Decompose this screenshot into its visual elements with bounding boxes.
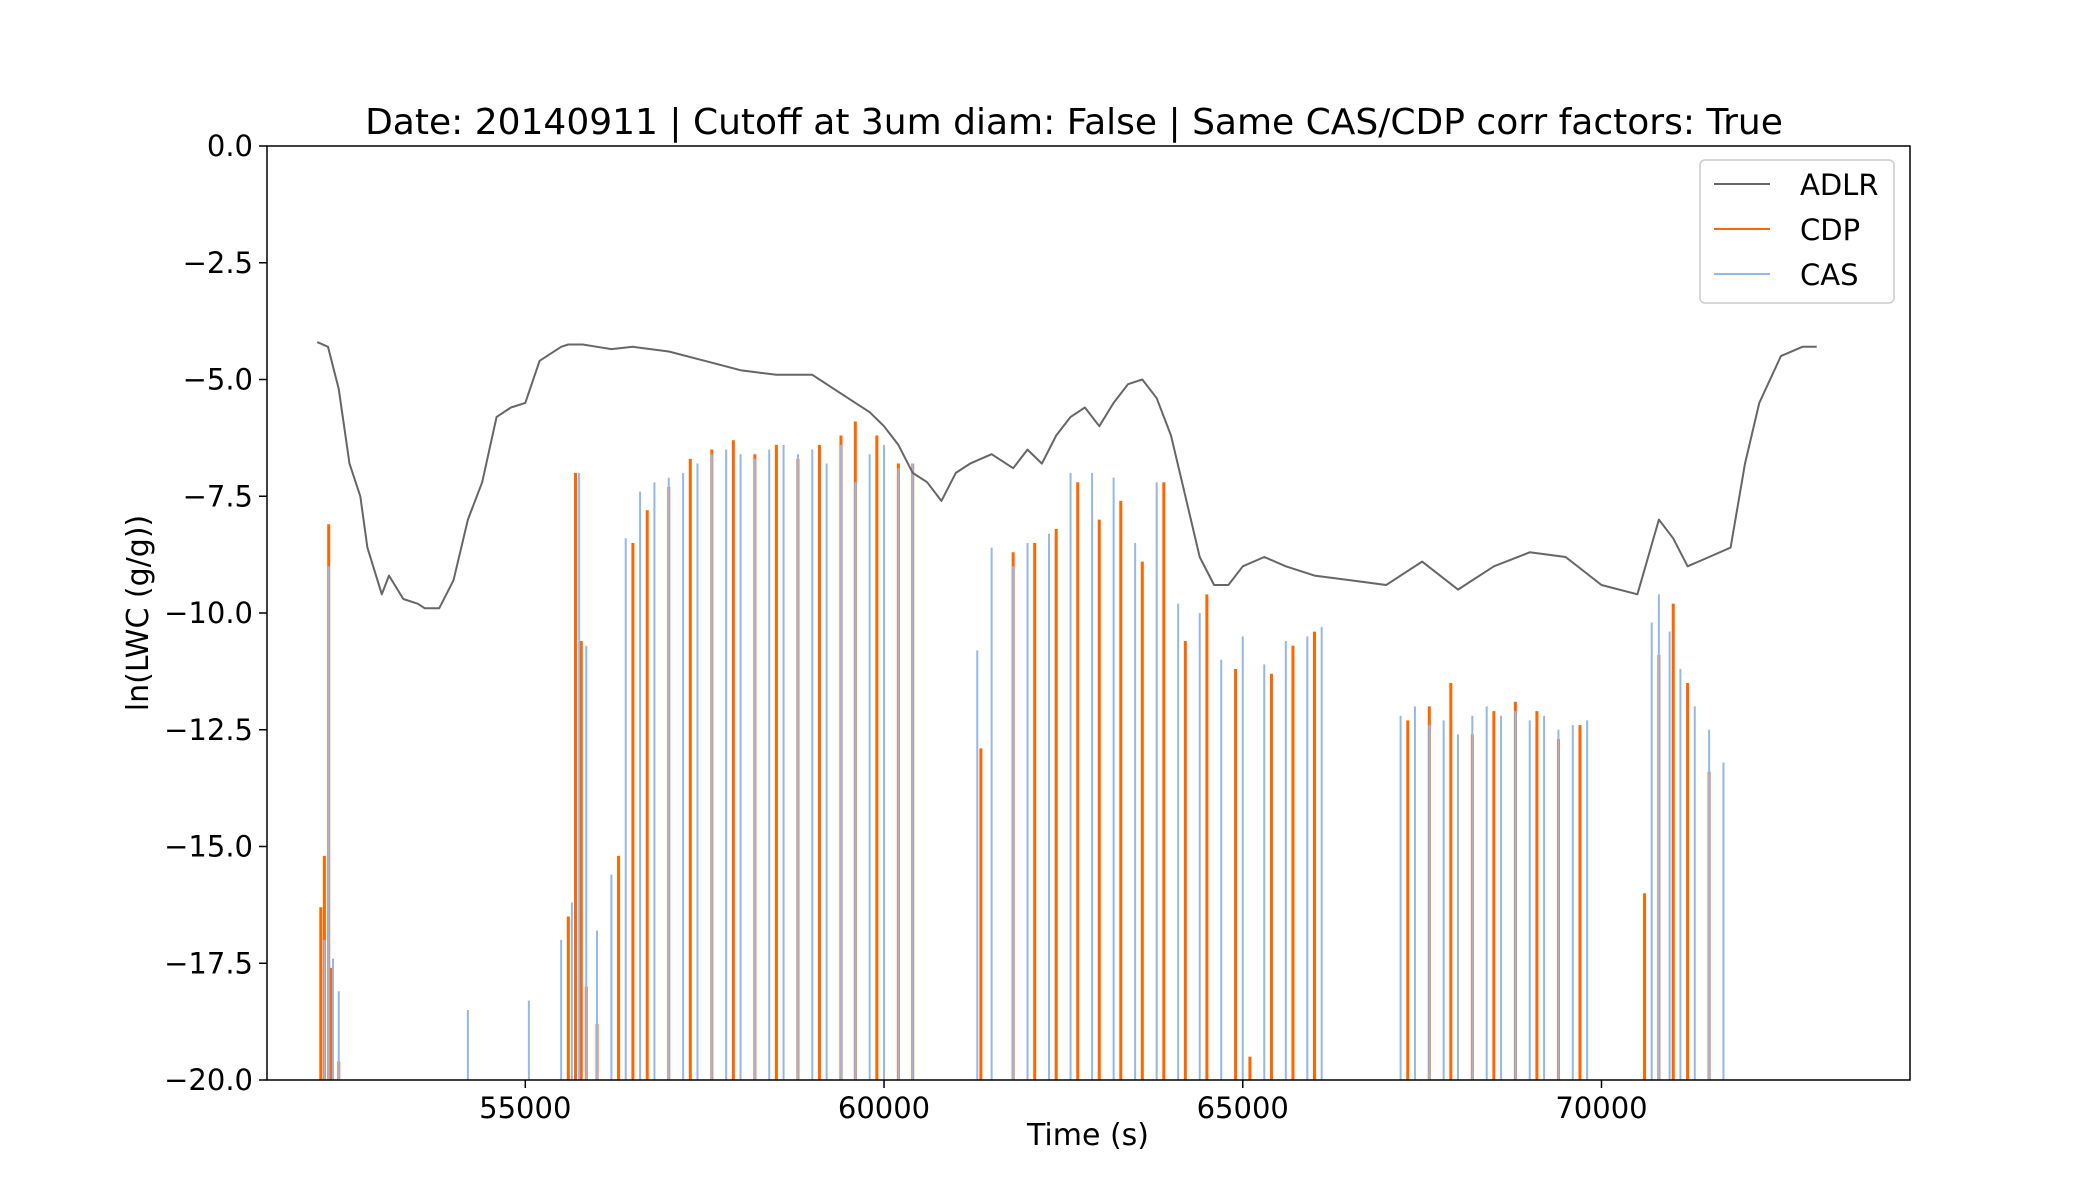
y-axis: 0.0 −2.5 −5.0 −7.5 −10.0 −12.5 −15.0 −17.5 −20.0 <box>164 129 267 1097</box>
x-tick-label: 65000 <box>1197 1091 1289 1125</box>
y-tick-label: 0.0 <box>207 129 253 163</box>
plot-area-series <box>316 341 1817 1080</box>
y-tick-label: −10.0 <box>164 596 253 630</box>
y-tick-label: −17.5 <box>164 946 253 980</box>
y-tick-label: −7.5 <box>183 479 253 513</box>
y-tick-label: −12.5 <box>164 713 253 747</box>
y-tick-label: −20.0 <box>164 1063 253 1097</box>
legend-box <box>1699 159 1895 304</box>
series-adlr <box>316 341 1817 610</box>
series-line-adlr <box>316 341 1817 610</box>
legend-label-cdp: CDP <box>1800 213 1860 247</box>
x-tick-label: 60000 <box>838 1091 930 1125</box>
legend-label-adlr: ADLR <box>1800 168 1878 202</box>
legend-label-cas: CAS <box>1800 258 1859 292</box>
y-tick-label: −5.0 <box>183 363 253 397</box>
y-axis-label: ln(LWC (g/g)) <box>121 515 156 711</box>
y-tick-label: −2.5 <box>183 246 253 280</box>
x-tick-label: 70000 <box>1555 1091 1647 1125</box>
chart-title: Date: 20140911 | Cutoff at 3um diam: Fal… <box>365 102 1783 143</box>
x-axis-label: Time (s) <box>1026 1118 1149 1153</box>
x-axis: 55000 60000 65000 70000 <box>479 1080 1648 1125</box>
plot-frame <box>266 145 1911 1081</box>
x-tick-label: 55000 <box>479 1091 571 1125</box>
series-cas <box>323 444 1725 1080</box>
y-tick-label: −15.0 <box>164 830 253 864</box>
legend: ADLR CDP CAS <box>1699 159 1895 304</box>
